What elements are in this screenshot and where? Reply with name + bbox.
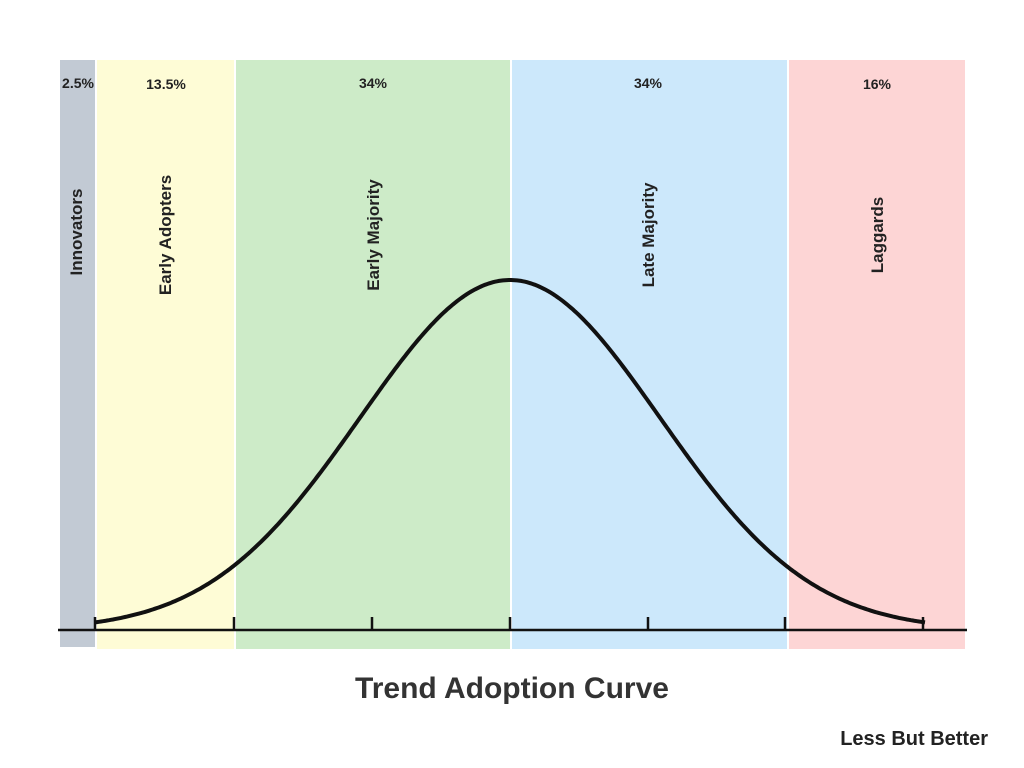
share-label: 34% bbox=[634, 75, 663, 91]
band bbox=[236, 60, 510, 649]
band bbox=[97, 60, 234, 649]
bands bbox=[60, 60, 965, 649]
share-label: 13.5% bbox=[146, 76, 186, 92]
ticks bbox=[93, 617, 925, 631]
footer-brand: Less But Better bbox=[840, 728, 988, 750]
title: Trend Adoption Curve bbox=[355, 672, 669, 705]
share-label: 16% bbox=[863, 76, 892, 92]
labels: 2.5% 13.5% 34% 34% 16% Innovators Early … bbox=[62, 75, 892, 295]
segment-label: Laggards bbox=[868, 197, 887, 274]
band bbox=[60, 60, 95, 647]
share-label: 2.5% bbox=[62, 75, 94, 91]
segment-label: Early Majority bbox=[364, 179, 383, 291]
adoption-curve bbox=[94, 278, 926, 625]
segment-label: Late Majority bbox=[639, 182, 658, 287]
segment-label: Innovators bbox=[67, 189, 86, 276]
band bbox=[789, 60, 965, 649]
band bbox=[512, 60, 787, 649]
segment-label: Early Adopters bbox=[156, 175, 175, 295]
share-label: 34% bbox=[359, 75, 388, 91]
